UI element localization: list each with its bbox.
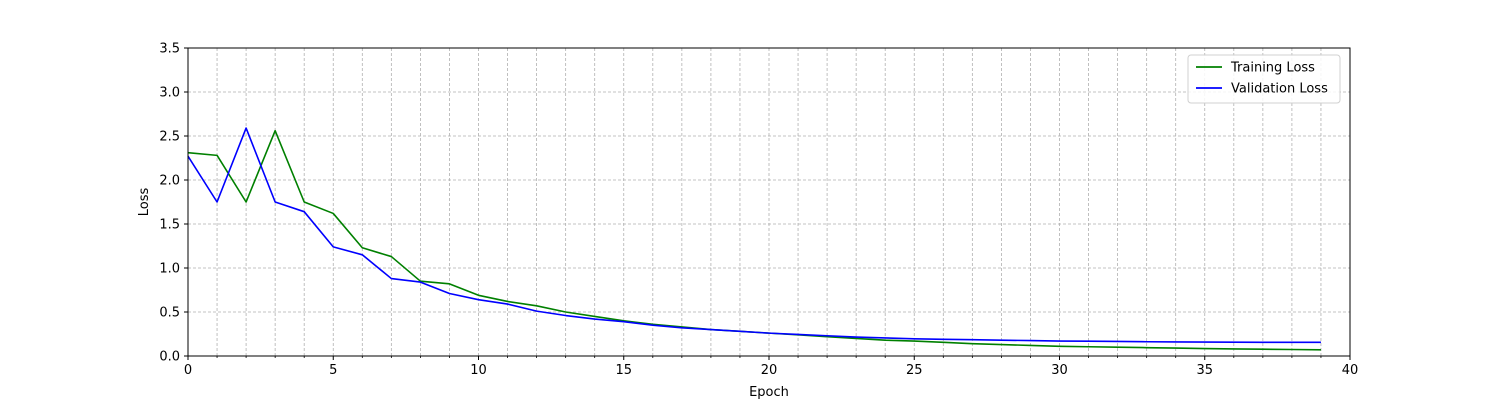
x-axis-label: Epoch: [749, 385, 789, 400]
x-tick-label: 5: [329, 363, 337, 378]
y-axis-label: Loss: [137, 188, 152, 217]
legend: Training Loss Validation Loss: [1187, 54, 1341, 104]
x-tick-label: 0: [184, 363, 192, 378]
y-tick-label: 3.0: [159, 86, 180, 101]
series-line-training-loss: [187, 129, 1321, 351]
y-tick-label: 1.5: [159, 218, 180, 233]
series-lines: [187, 127, 1321, 351]
x-tick-label: 30: [1051, 363, 1068, 378]
y-tick-label: 1.0: [159, 262, 180, 277]
legend-box: [1187, 54, 1341, 104]
y-tick-label: 0.5: [159, 306, 180, 321]
x-tick-label: 15: [615, 363, 632, 378]
y-tick-label: 3.5: [159, 42, 180, 57]
y-tick-label: 2.5: [159, 130, 180, 145]
axis-ticks: 0 5 10 15 20 25 30 35 40 0.0 0.5 1.0 1.5 2.0 2.5 3.0 3.5: [159, 42, 1358, 379]
x-tick-label: 40: [1342, 363, 1359, 378]
legend-label-training-loss: Training Loss: [1230, 61, 1315, 76]
series-line-validation-loss: [187, 127, 1321, 344]
x-tick-label: 25: [906, 363, 923, 378]
grid-lines: [187, 47, 1351, 357]
y-tick-label: 0.0: [159, 350, 180, 365]
x-tick-label: 35: [1196, 363, 1213, 378]
y-tick-label: 2.0: [159, 174, 180, 189]
x-tick-label: 20: [761, 363, 778, 378]
x-tick-label: 10: [470, 363, 487, 378]
legend-label-validation-loss: Validation Loss: [1231, 82, 1328, 97]
